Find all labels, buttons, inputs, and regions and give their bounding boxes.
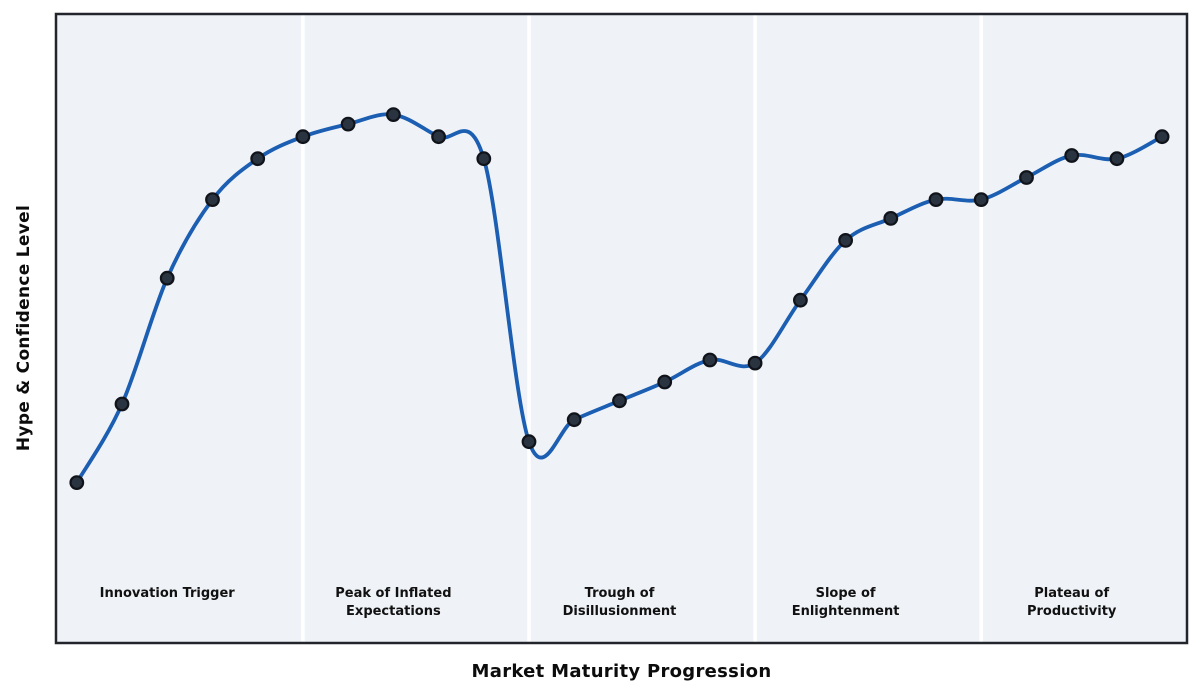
phase-band-5: [981, 14, 1187, 643]
data-point-21: [973, 192, 989, 208]
data-point-7: [340, 116, 356, 132]
data-point-20: [928, 192, 944, 208]
data-point-16: [747, 355, 763, 371]
data-point-9: [431, 129, 447, 145]
data-point-3: [159, 270, 175, 286]
data-point-17: [793, 292, 808, 308]
data-point-24: [1109, 151, 1125, 167]
data-point-19: [883, 210, 899, 226]
phase-label-2: Peak of Inflated Expectations: [335, 586, 451, 619]
data-point-11: [521, 434, 537, 450]
phase-label-3: Trough of Disillusionment: [563, 586, 677, 619]
data-point-23: [1064, 148, 1080, 163]
data-point-2: [114, 396, 130, 412]
data-point-1: [69, 475, 85, 491]
data-point-5: [250, 151, 266, 167]
phase-band-3: [529, 14, 756, 643]
data-point-22: [1019, 170, 1034, 185]
phase-band-4: [755, 14, 982, 643]
plot-border: [54, 12, 1189, 645]
data-point-18: [838, 232, 853, 248]
data-point-15: [702, 352, 718, 368]
phase-band-2: [302, 14, 530, 643]
phase-label-1: Innovation Trigger: [100, 586, 236, 601]
data-point-4: [205, 192, 220, 208]
x-axis-label: Market Maturity Progression: [471, 661, 772, 682]
data-point-12: [566, 412, 582, 428]
data-point-25: [1154, 129, 1170, 145]
data-point-6: [295, 129, 311, 145]
data-point-10: [476, 151, 492, 167]
phase-band-1: [56, 14, 303, 643]
data-point-13: [612, 393, 627, 409]
y-axis-label: Hype & Confidence Level: [14, 204, 34, 452]
data-point-8: [386, 107, 401, 122]
data-point-14: [657, 374, 673, 390]
phase-label-5: Plateau of Productivity: [1027, 586, 1117, 619]
phase-label-4: Slope of Enlightenment: [792, 586, 900, 619]
